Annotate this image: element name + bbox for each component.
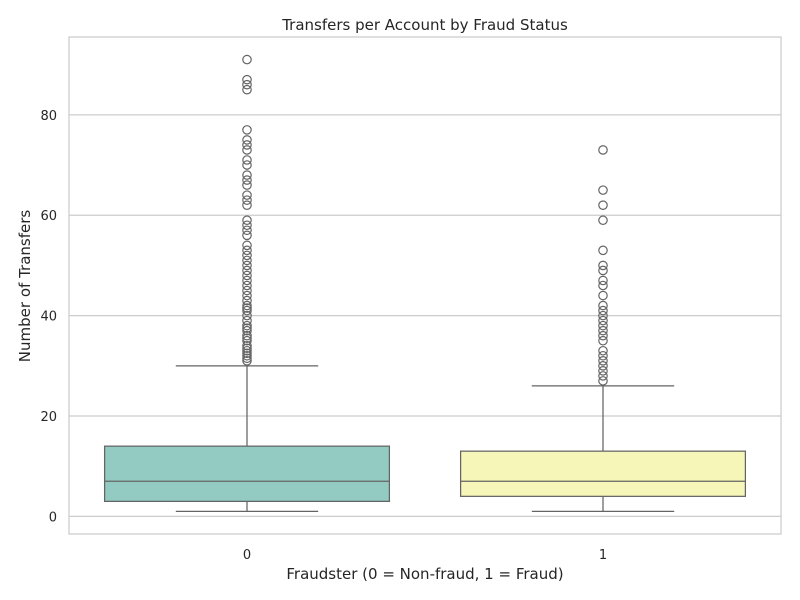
outlier-point	[242, 155, 252, 165]
outlier-point	[242, 356, 252, 366]
y-tick-label-0: 0	[49, 510, 57, 525]
outlier-point	[242, 353, 252, 364]
outlier-point	[242, 250, 252, 261]
outlier-point	[242, 270, 252, 281]
outlier-point	[242, 315, 252, 326]
outlier-point	[598, 330, 608, 341]
plot-frame	[68, 36, 782, 535]
outlier-point	[242, 305, 252, 316]
outlier-point	[598, 361, 608, 371]
outlier-point	[242, 125, 252, 135]
outlier-point	[598, 275, 608, 286]
outlier-point	[242, 260, 252, 271]
y-tick-labels: 0 20 40 60 80	[40, 109, 57, 526]
outlier-point	[242, 333, 252, 344]
outlier-point	[242, 240, 252, 251]
outlier-point	[598, 310, 608, 321]
outlier-point	[242, 285, 252, 296]
y-tick-label-80: 80	[40, 109, 57, 124]
outlier-point	[242, 220, 252, 231]
y-axis-label: Number of Transfers	[16, 210, 34, 363]
y-tick-label-60: 60	[40, 209, 57, 224]
outlier-point	[598, 300, 608, 311]
outlier-point	[242, 303, 252, 313]
box-group-0	[103, 54, 391, 513]
outlier-point	[598, 290, 608, 301]
outlier-point	[598, 145, 608, 155]
outlier-point	[242, 54, 252, 65]
box-group-1	[459, 145, 747, 513]
iqr-box	[103, 445, 391, 502]
x-tick-label-0: 0	[243, 548, 251, 563]
outlier-point	[598, 305, 608, 316]
x-axis-label: Fraudster (0 = Non-fraud, 1 = Fraud)	[286, 565, 563, 583]
outlier-point	[598, 356, 608, 366]
outlier-point	[242, 255, 252, 266]
outlier-point	[242, 160, 252, 170]
outlier-point	[242, 145, 252, 155]
outlier-point	[242, 335, 252, 346]
outlier-point	[598, 335, 608, 346]
outlier-point	[242, 74, 252, 85]
outlier-point	[242, 79, 252, 90]
boxes	[103, 54, 747, 513]
outlier-point	[598, 260, 608, 271]
outlier-point	[598, 325, 608, 336]
outlier-point	[242, 323, 252, 333]
outlier-point	[242, 215, 252, 226]
outlier-point	[242, 280, 252, 291]
outlier-point	[242, 170, 252, 180]
outlier-point	[598, 245, 608, 256]
outlier-point	[242, 225, 252, 236]
outlier-point	[242, 245, 252, 256]
outlier-point	[598, 371, 608, 381]
outlier-point	[598, 320, 608, 331]
outlier-point	[242, 140, 252, 150]
outlier-point	[242, 190, 252, 200]
outlier-point	[242, 325, 252, 336]
iqr-box	[459, 450, 747, 497]
outlier-point	[242, 345, 252, 356]
outlier-point	[598, 215, 608, 226]
outlier-point	[598, 280, 608, 291]
outlier-point	[598, 185, 608, 195]
outlier-point	[242, 265, 252, 276]
y-tick-label-40: 40	[40, 310, 57, 325]
y-tick-label-20: 20	[40, 410, 57, 425]
outlier-point	[598, 200, 608, 210]
grid-lines	[69, 114, 781, 518]
outlier-point	[242, 195, 252, 205]
outlier-point	[242, 275, 252, 286]
outlier-point	[242, 343, 252, 354]
outlier-point	[242, 295, 252, 306]
outlier-point	[242, 200, 252, 210]
outlier-point	[242, 290, 252, 301]
outlier-point	[242, 320, 252, 331]
outlier-point	[598, 315, 608, 326]
chart-title: Transfers per Account by Fraud Status	[281, 16, 568, 34]
outlier-point	[242, 340, 252, 351]
outlier-point	[242, 330, 252, 341]
outlier-point	[242, 310, 252, 321]
outlier-point	[242, 230, 252, 241]
outlier-point	[598, 265, 608, 276]
outlier-point	[598, 350, 608, 361]
outlier-point	[242, 84, 252, 95]
outlier-point	[242, 135, 252, 145]
outlier-point	[242, 175, 252, 185]
outlier-point	[598, 366, 608, 376]
outlier-point	[242, 348, 252, 359]
outlier-point	[242, 350, 252, 361]
outlier-point	[598, 345, 608, 356]
outlier-point	[242, 300, 252, 311]
outlier-point	[242, 180, 252, 190]
x-tick-label-1: 1	[599, 548, 607, 563]
outlier-point	[598, 376, 608, 386]
